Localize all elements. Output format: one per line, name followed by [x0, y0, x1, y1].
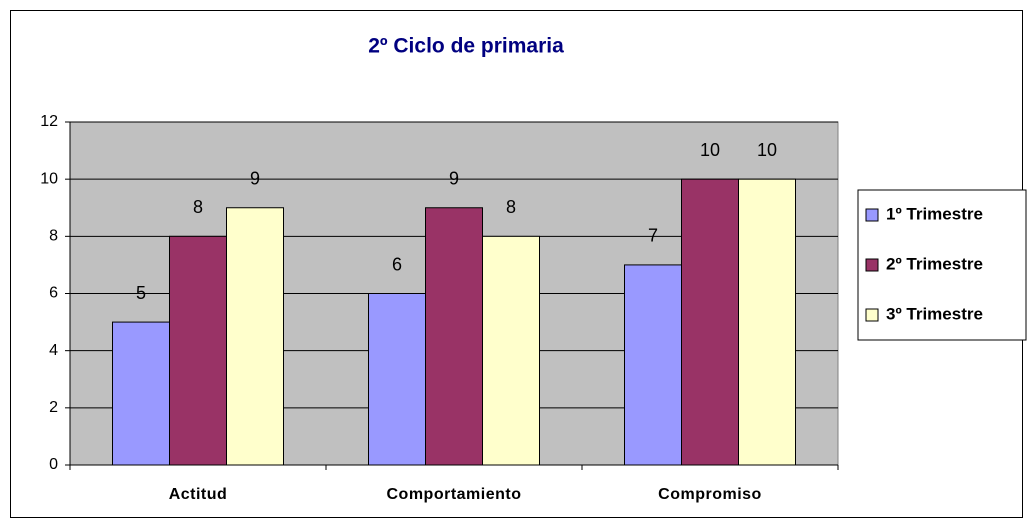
data-label: 5: [136, 283, 146, 303]
legend-swatch: [865, 258, 879, 272]
bar: [169, 235, 227, 466]
bar: [112, 321, 170, 466]
bar: [226, 207, 284, 466]
y-tick-label: 8: [49, 228, 58, 245]
chart-title: 2º Ciclo de primaria: [368, 35, 564, 58]
bar: [425, 207, 483, 466]
data-label: 8: [506, 197, 516, 217]
legend-swatch: [865, 308, 879, 322]
bar: [624, 264, 682, 466]
legend-label: 2º Trimestre: [886, 254, 983, 273]
y-tick-label: 2: [49, 399, 58, 416]
data-label: 7: [648, 226, 658, 246]
bar: [738, 178, 796, 466]
bar: [482, 235, 540, 466]
bar: [368, 293, 426, 466]
legend-box: [857, 189, 1027, 341]
x-tick-label: Compromiso: [658, 486, 762, 503]
y-tick-label: 6: [49, 285, 58, 302]
legend-label: 3º Trimestre: [886, 304, 983, 323]
data-label: 10: [700, 140, 720, 160]
x-tick-label: Actitud: [169, 486, 228, 503]
data-label: 6: [392, 254, 402, 274]
y-tick-label: 12: [40, 113, 58, 130]
data-label: 9: [250, 169, 260, 189]
legend-swatch: [865, 208, 879, 222]
x-tick-label: Comportamiento: [387, 486, 522, 503]
legend-label: 1º Trimestre: [886, 204, 983, 223]
bar: [681, 178, 739, 466]
data-label: 10: [757, 140, 777, 160]
data-label: 9: [449, 169, 459, 189]
data-label: 8: [193, 197, 203, 217]
y-tick-label: 10: [40, 170, 58, 187]
y-tick-label: 4: [49, 342, 58, 359]
y-tick-label: 0: [49, 456, 58, 473]
